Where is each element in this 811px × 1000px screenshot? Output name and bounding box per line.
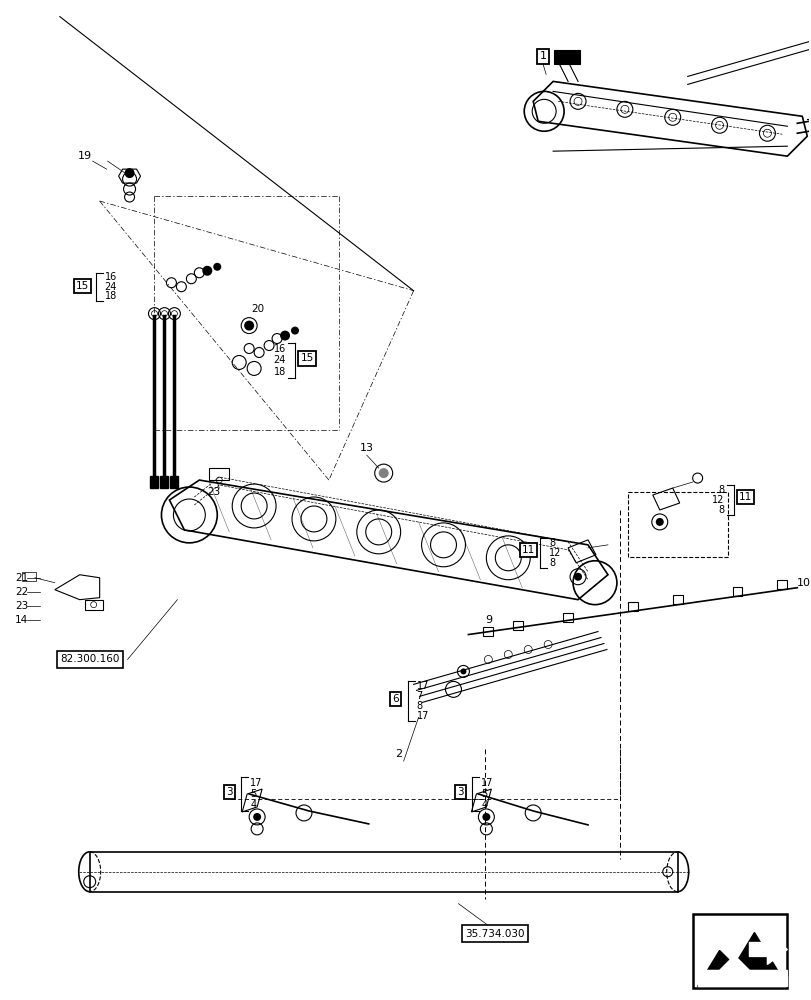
Bar — [483, 627, 493, 636]
Bar — [627, 492, 727, 557]
Bar — [732, 587, 741, 596]
Bar — [161, 476, 168, 488]
Circle shape — [124, 168, 135, 178]
Polygon shape — [697, 933, 787, 986]
Text: 23: 23 — [208, 487, 221, 497]
Text: 20: 20 — [251, 304, 264, 314]
Text: 9: 9 — [484, 615, 491, 625]
Text: 13: 13 — [359, 443, 373, 453]
Bar — [170, 476, 178, 488]
Text: 1: 1 — [539, 51, 546, 61]
Text: 11: 11 — [521, 545, 534, 555]
Text: 10: 10 — [796, 578, 810, 588]
Text: 18: 18 — [105, 291, 117, 301]
Text: 5: 5 — [481, 789, 487, 799]
Polygon shape — [697, 955, 787, 976]
Text: 3: 3 — [225, 787, 232, 797]
Text: 8: 8 — [548, 558, 555, 568]
Bar — [22, 572, 36, 581]
Circle shape — [482, 813, 490, 821]
Text: 12: 12 — [711, 495, 723, 505]
Bar — [672, 595, 682, 604]
Text: 19: 19 — [78, 151, 92, 161]
Polygon shape — [749, 935, 787, 964]
Text: 8: 8 — [718, 485, 723, 495]
Text: 17: 17 — [416, 681, 428, 691]
Text: 8: 8 — [718, 505, 723, 515]
Bar — [513, 621, 522, 630]
Circle shape — [460, 668, 466, 674]
Bar — [776, 580, 787, 589]
Circle shape — [378, 468, 388, 478]
Text: 82.300.160: 82.300.160 — [60, 654, 119, 664]
Bar — [209, 468, 229, 480]
Text: 17: 17 — [250, 778, 262, 788]
Text: 7: 7 — [416, 691, 423, 701]
Text: 5: 5 — [250, 789, 256, 799]
Circle shape — [655, 518, 663, 526]
Text: 8: 8 — [548, 538, 555, 548]
Circle shape — [213, 263, 221, 271]
Text: 14: 14 — [15, 615, 28, 625]
Text: 23: 23 — [15, 601, 28, 611]
Text: 15: 15 — [300, 353, 313, 363]
Text: 17: 17 — [481, 778, 493, 788]
Text: 6: 6 — [392, 694, 398, 704]
Circle shape — [280, 331, 290, 341]
Text: 4: 4 — [250, 800, 256, 810]
Text: 35.734.030: 35.734.030 — [465, 929, 525, 939]
Bar — [553, 50, 579, 64]
Circle shape — [244, 321, 254, 331]
Circle shape — [573, 573, 581, 581]
Bar — [692, 914, 787, 988]
Bar — [89, 852, 677, 892]
Text: 18: 18 — [273, 367, 285, 377]
Text: 8: 8 — [416, 701, 423, 711]
Text: 17: 17 — [416, 711, 428, 721]
Circle shape — [202, 266, 212, 276]
Polygon shape — [697, 976, 787, 986]
Text: 2: 2 — [395, 749, 401, 759]
Text: 11: 11 — [738, 492, 751, 502]
Text: 21: 21 — [15, 573, 28, 583]
Text: 24: 24 — [273, 355, 285, 365]
Bar — [562, 613, 573, 622]
Circle shape — [253, 813, 261, 821]
Text: 4: 4 — [481, 800, 487, 810]
Text: 3: 3 — [457, 787, 463, 797]
Bar — [150, 476, 158, 488]
Text: 15: 15 — [76, 281, 89, 291]
Text: 24: 24 — [105, 282, 117, 292]
Bar — [84, 600, 102, 610]
Bar — [627, 602, 637, 611]
Text: 16: 16 — [273, 344, 285, 354]
Text: 22: 22 — [15, 587, 28, 597]
Text: 16: 16 — [105, 272, 117, 282]
Circle shape — [290, 327, 298, 335]
Text: 12: 12 — [548, 548, 561, 558]
